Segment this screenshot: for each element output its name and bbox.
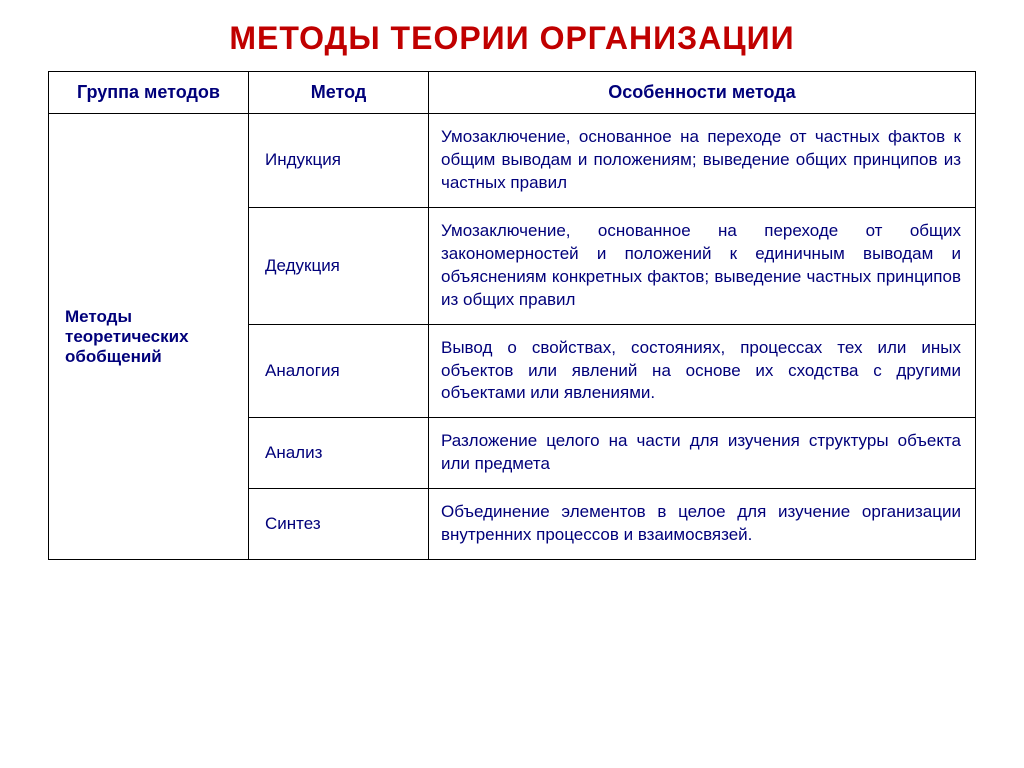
feature-cell: Умозаключение, основанное на переходе от… [429,114,976,208]
method-cell: Дедукция [249,207,429,324]
method-cell: Анализ [249,418,429,489]
feature-cell: Умозаключение, основанное на переходе от… [429,207,976,324]
table-header-row: Группа методов Метод Особенности метода [49,72,976,114]
method-cell: Синтез [249,489,429,560]
feature-cell: Вывод о свойствах, состояниях, процессах… [429,324,976,418]
feature-cell: Разложение целого на части для изучения … [429,418,976,489]
method-cell: Индукция [249,114,429,208]
feature-cell: Объединение элементов в целое для изучен… [429,489,976,560]
group-cell: Методы теоретических обобщений [49,114,249,560]
page-title: МЕТОДЫ ТЕОРИИ ОРГАНИЗАЦИИ [48,20,976,57]
header-features: Особенности метода [429,72,976,114]
table-row: Методы теоретических обобщений Индукция … [49,114,976,208]
header-group: Группа методов [49,72,249,114]
methods-table: Группа методов Метод Особенности метода … [48,71,976,560]
method-cell: Аналогия [249,324,429,418]
header-method: Метод [249,72,429,114]
